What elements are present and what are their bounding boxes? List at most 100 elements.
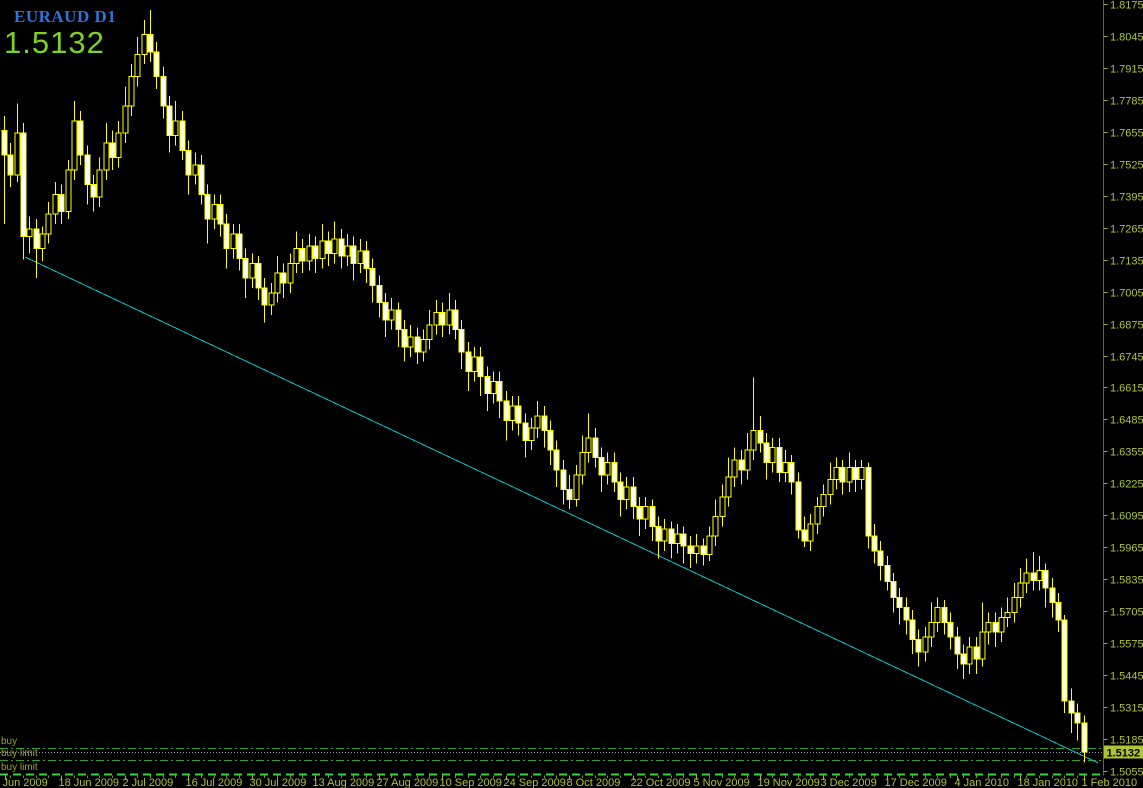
candle-body xyxy=(738,459,745,471)
candle-body xyxy=(820,493,827,508)
candle-body xyxy=(966,646,973,665)
candle-body xyxy=(1055,602,1062,621)
order-label: buy limit xyxy=(1,762,38,773)
candle-body xyxy=(71,120,78,171)
candle-body xyxy=(941,607,948,623)
candle-body xyxy=(687,545,694,554)
date-axis-label: 1 Feb 2010 xyxy=(1082,777,1138,788)
price-axis-label: 1.5055 xyxy=(1110,767,1143,779)
candle-body xyxy=(490,380,497,395)
candle-body xyxy=(693,545,700,554)
candle-body xyxy=(1036,570,1043,581)
candle-body xyxy=(1068,700,1075,714)
candle-body xyxy=(503,400,510,422)
candle-body xyxy=(674,533,681,545)
candle-body xyxy=(706,535,713,556)
price-axis-label: 1.5965 xyxy=(1110,543,1143,555)
candle-body xyxy=(846,466,853,483)
candle-body xyxy=(465,351,472,373)
candle-body xyxy=(725,476,732,498)
candle-body xyxy=(211,203,218,220)
candle-body xyxy=(750,430,757,451)
candle-body xyxy=(896,597,903,609)
candle-body xyxy=(452,309,459,331)
candle-body xyxy=(458,329,465,353)
date-axis-label: 16 Jul 2009 xyxy=(186,777,243,788)
candle-body xyxy=(312,245,319,259)
price-axis-label: 1.6745 xyxy=(1110,352,1143,364)
candle-body xyxy=(484,375,491,395)
candle-body xyxy=(325,240,332,255)
candle-body xyxy=(680,533,687,547)
candle-body xyxy=(954,636,961,655)
candle-body xyxy=(1081,722,1088,753)
candle-body xyxy=(319,240,326,259)
candle-body xyxy=(426,324,433,341)
date-axis-label: 5 Nov 2009 xyxy=(694,777,750,788)
price-axis-label: 1.5445 xyxy=(1110,671,1143,683)
candle-body xyxy=(534,415,541,429)
candle-body xyxy=(668,528,675,545)
candle-body xyxy=(598,457,605,476)
date-axis-label: Jun 2009 xyxy=(3,777,48,788)
candle-body xyxy=(1030,572,1037,581)
candle-body xyxy=(141,34,148,55)
candle-body xyxy=(547,430,554,451)
candle-body xyxy=(293,248,300,264)
candle-body xyxy=(204,194,211,220)
date-axis-label: 3 Dec 2009 xyxy=(821,777,877,788)
candle-body xyxy=(579,452,586,476)
candle-body xyxy=(58,194,65,213)
candle-body xyxy=(903,607,910,621)
candle-body xyxy=(39,233,46,250)
date-axis-label: 4 Jan 2010 xyxy=(955,777,1009,788)
candle-body xyxy=(382,302,389,321)
candle-body xyxy=(871,535,878,552)
candle-body xyxy=(814,506,821,525)
candle-body xyxy=(172,120,179,137)
candle-body xyxy=(636,506,643,520)
candle-body xyxy=(96,169,103,198)
date-axis-label: 8 Oct 2009 xyxy=(567,777,621,788)
candle-body xyxy=(1011,597,1018,613)
candle-body xyxy=(642,506,649,520)
candle-body xyxy=(992,621,999,633)
candle-body xyxy=(757,430,764,444)
candle-body xyxy=(928,621,935,638)
current-price-display: 1.5132 xyxy=(4,25,105,60)
price-axis-label: 1.7785 xyxy=(1110,96,1143,108)
candle-body xyxy=(268,292,275,306)
candle-body xyxy=(630,486,637,508)
candle-body xyxy=(1049,587,1056,604)
candle-body xyxy=(223,223,230,250)
candle-body xyxy=(45,213,52,235)
date-axis-label: 19 Nov 2009 xyxy=(758,777,820,788)
price-axis-label: 1.6355 xyxy=(1110,447,1143,459)
date-axis-label: 30 Jul 2009 xyxy=(250,777,307,788)
candle-body xyxy=(52,194,59,215)
date-axis-label: 13 Aug 2009 xyxy=(313,777,375,788)
candle-body xyxy=(858,466,865,481)
candle-body xyxy=(77,120,84,156)
candle-body xyxy=(979,631,986,660)
candle-body xyxy=(1,130,8,156)
candle-body xyxy=(7,154,14,176)
candle-body xyxy=(553,449,560,471)
candle-body xyxy=(369,267,376,286)
candle-body xyxy=(84,154,91,186)
price-axis-label: 1.7395 xyxy=(1110,192,1143,204)
candle-body xyxy=(242,257,249,279)
candle-body xyxy=(20,132,27,237)
candle-body xyxy=(592,437,599,459)
candle-body xyxy=(420,339,427,353)
trendline[interactable] xyxy=(24,256,1099,764)
candle-body xyxy=(439,312,446,326)
price-axis-label: 1.6485 xyxy=(1110,415,1143,427)
price-axis-label: 1.5705 xyxy=(1110,607,1143,619)
candle-body xyxy=(376,284,383,304)
candle-body xyxy=(973,646,980,660)
candle-body xyxy=(115,132,122,159)
candle-body xyxy=(947,621,954,638)
